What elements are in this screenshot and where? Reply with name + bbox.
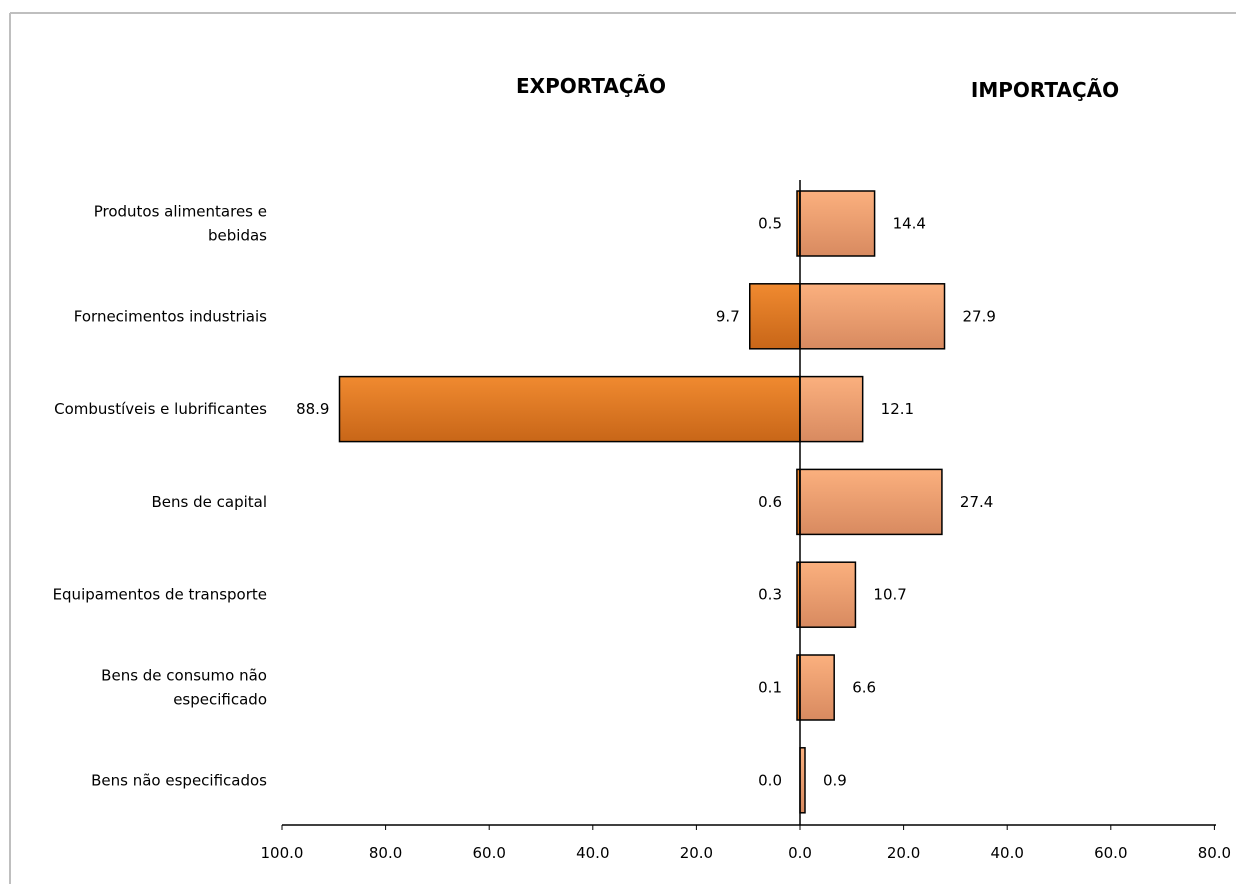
category-label: Combustíveis e lubrificantes	[54, 400, 267, 418]
import-value-label: 14.4	[893, 215, 926, 233]
export-bar	[749, 283, 801, 350]
x-tick-label: 0.0	[788, 844, 812, 862]
x-tick-label: 80.0	[1198, 844, 1231, 862]
import-bar	[799, 654, 835, 721]
import-bar	[799, 375, 864, 443]
import-header: IMPORTAÇÃO	[971, 78, 1119, 102]
import-value-label: 27.9	[963, 307, 996, 325]
export-value-label: 0.6	[758, 493, 782, 511]
import-bar	[799, 561, 857, 628]
bars-layer	[338, 190, 946, 814]
category-label: Bens não especificados	[91, 771, 267, 789]
category-label: bebidas	[208, 227, 267, 245]
x-tick-label: 60.0	[472, 844, 505, 862]
category-label: Equipamentos de transporte	[53, 586, 267, 604]
import-bar	[799, 283, 946, 350]
x-tick-label: 100.0	[261, 844, 304, 862]
x-tick-label: 60.0	[1094, 844, 1127, 862]
x-tick-label: 40.0	[576, 844, 609, 862]
import-bar	[799, 468, 943, 536]
x-tick-label: 80.0	[369, 844, 402, 862]
import-value-label: 6.6	[852, 679, 876, 697]
export-value-label: 88.9	[296, 400, 329, 418]
category-label: Fornecimentos industriais	[74, 307, 267, 325]
x-tick-label: 20.0	[680, 844, 713, 862]
export-value-label: 0.3	[758, 586, 782, 604]
x-tick-label: 40.0	[990, 844, 1023, 862]
export-bar	[338, 375, 801, 443]
import-bar	[799, 190, 876, 257]
export-value-label: 0.1	[758, 679, 782, 697]
category-label: Bens de capital	[152, 493, 268, 511]
import-value-label: 0.9	[823, 771, 847, 789]
import-value-label: 12.1	[881, 400, 914, 418]
x-axis: 100.0 80.0 60.0 40.0 20.0 0.0 20.0 40.0 60.0 80.0	[261, 180, 1231, 862]
export-header: EXPORTAÇÃO	[516, 74, 666, 98]
import-value-label: 10.7	[873, 586, 906, 604]
export-value-label: 0.0	[758, 771, 782, 789]
category-label: Bens de consumo não	[101, 667, 267, 685]
export-value-label: 9.7	[716, 307, 740, 325]
category-label: especificado	[173, 691, 267, 709]
import-value-label: 27.4	[960, 493, 993, 511]
category-label: Produtos alimentares e	[94, 203, 267, 221]
x-tick-label: 20.0	[887, 844, 920, 862]
export-value-label: 0.5	[758, 215, 782, 233]
labels-layer: 0.5 14.4 Produtos alimentares e bebidas 9.7 2…	[53, 203, 996, 790]
